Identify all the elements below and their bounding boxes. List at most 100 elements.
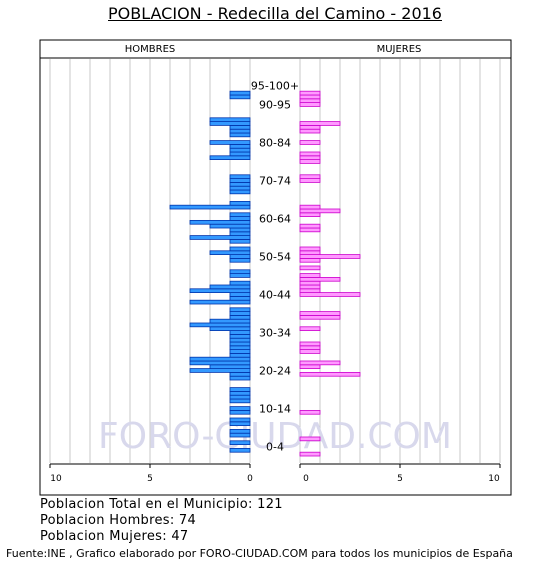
hombres-bar [229, 128, 251, 134]
age-group-label: 80-84 [259, 137, 291, 150]
age-group-label: 70-74 [259, 175, 291, 188]
mujeres-bar [299, 212, 321, 218]
hombres-bar [209, 223, 251, 229]
mujeres-bar [299, 94, 321, 100]
age-group-label: 50-54 [259, 251, 291, 264]
hombres-bar [229, 432, 251, 438]
hombres-bar [229, 231, 251, 237]
hombres-bar [229, 147, 251, 153]
age-group-label: 90-95 [259, 99, 291, 112]
hombres-bar [209, 326, 251, 331]
mujeres-bar [299, 345, 321, 350]
mujeres-bar [299, 174, 321, 180]
mujeres-bar [299, 98, 321, 104]
hombres-bar [229, 94, 251, 100]
hombres-bar [229, 292, 251, 297]
hombres-bar [229, 257, 251, 263]
hombres-bar [229, 314, 251, 320]
mujeres-bar [299, 280, 321, 286]
hombres-bar [229, 394, 251, 400]
mujeres-bar [299, 227, 321, 233]
hombres-bar [229, 409, 251, 415]
mujeres-bar [299, 360, 341, 366]
hombres-bar [229, 200, 251, 206]
mujeres-bar [299, 204, 321, 210]
hombres-bar [209, 140, 251, 145]
hombres-bar [189, 368, 251, 373]
hombres-bar [229, 181, 251, 187]
hombres-bar [229, 352, 251, 358]
hombres-bar [229, 143, 251, 149]
hombres-bar [229, 269, 251, 274]
mujeres-bar [299, 246, 321, 252]
hombres-bar [229, 387, 251, 392]
mujeres-bar [299, 326, 321, 331]
hombres-bar [209, 364, 251, 369]
x-tick-label: 0 [247, 474, 253, 484]
age-labels: 0-4 10-14 20-24 30-34 40-44 50-54 60-64 70-74 80… [251, 80, 299, 454]
x-tick-label: 5 [397, 474, 403, 484]
stat-mujeres: Poblacion Mujeres: 47 [40, 529, 189, 544]
hombres-bar [229, 273, 251, 278]
hombres-bar [229, 132, 251, 138]
mujeres-bar [299, 284, 321, 290]
mujeres-bar [299, 273, 321, 278]
hombres-bar [229, 417, 251, 423]
hombres-bar [189, 299, 251, 305]
hombres-bar [229, 406, 251, 411]
hombres-bar [229, 421, 251, 426]
mujeres-bar [299, 140, 321, 145]
mujeres-bar [299, 151, 321, 157]
mujeres-bar [299, 364, 321, 369]
mujeres-bar [299, 128, 321, 134]
hombres-bar [229, 227, 251, 233]
hombres-bar [229, 125, 251, 130]
hombres-bar [229, 390, 251, 396]
x-tick-label: 10 [50, 474, 62, 484]
hombres-bar [229, 333, 251, 339]
hombres-bar [229, 311, 251, 316]
chart-title: POBLACION - Redecilla del Camino - 2016 [108, 4, 442, 23]
mujeres-bar [299, 155, 321, 161]
mujeres-bars [299, 90, 361, 457]
hombres-bar [229, 216, 251, 221]
x-tick-label: 5 [147, 474, 153, 484]
stat-hombres: Poblacion Hombres: 74 [40, 513, 197, 528]
hombres-bar [169, 204, 251, 210]
hombres-bar [229, 398, 251, 404]
mujeres-bar [299, 371, 361, 377]
hombres-bar [229, 90, 251, 96]
hombres-bar [229, 212, 251, 218]
hombres-bar [229, 440, 251, 445]
hombres-bar [229, 349, 251, 354]
hombres-bar [229, 254, 251, 259]
hombres-bar [229, 185, 251, 191]
hombres-bar [229, 447, 251, 453]
age-group-label: 95-100+ [251, 80, 299, 93]
hombres-bar [229, 307, 251, 312]
mujeres-bar [299, 90, 321, 96]
hombres-bar [229, 238, 251, 244]
mujeres-bar [299, 208, 341, 214]
mujeres-bar [299, 102, 321, 107]
mujeres-bar [299, 125, 321, 130]
watermark: FORO-CIUDAD.COM [98, 416, 452, 457]
age-group-label: 20-24 [259, 365, 291, 378]
hombres-bars [169, 90, 251, 453]
hombres-bar [229, 174, 251, 180]
hombres-bar [229, 178, 251, 183]
hombres-bar [189, 235, 251, 240]
hombres-bar [229, 189, 251, 195]
hombres-bar [189, 356, 251, 362]
hombres-bar [209, 155, 251, 161]
grid-left [49, 59, 251, 463]
mujeres-bar [299, 288, 321, 293]
hombres-bar [209, 250, 251, 256]
hombres-bar [189, 288, 251, 293]
x-ticks: 10 5 0 0 5 10 [49, 464, 501, 484]
hombres-bar [209, 284, 251, 290]
source-note: Fuente:INE , Grafico elaborado por FORO-… [6, 547, 513, 560]
hombres-bar [229, 280, 251, 286]
hombres-bar [229, 295, 251, 301]
